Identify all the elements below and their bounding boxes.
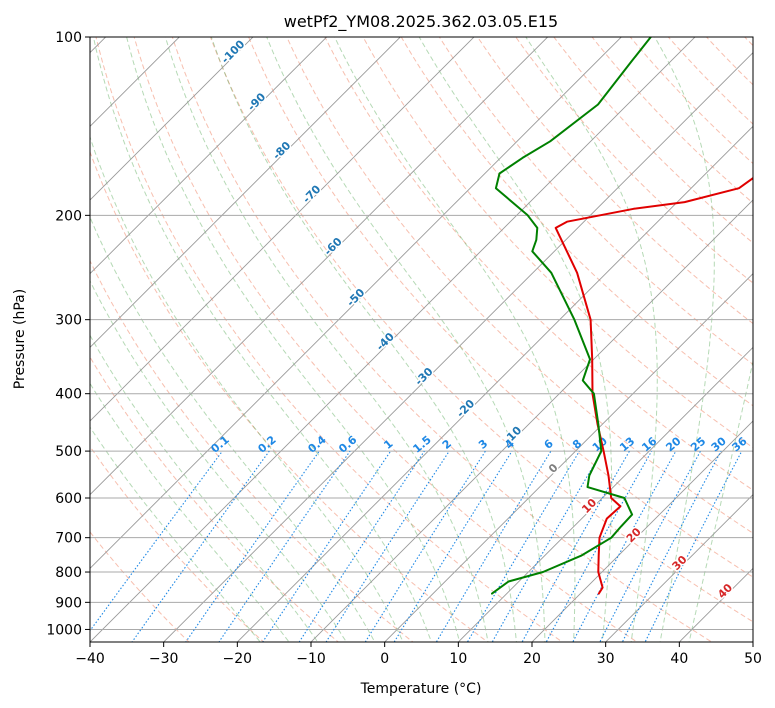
isotherm-line <box>457 346 753 642</box>
x-tick-label: −10 <box>296 651 326 667</box>
isotherms <box>90 37 753 642</box>
series-layer <box>491 37 753 595</box>
mixing-ratio-line <box>491 450 603 642</box>
dry-adiabat-line <box>133 37 638 642</box>
dry-adiabat-line <box>362 37 753 449</box>
x-axis-label: Temperature (°C) <box>360 681 482 697</box>
isotherm-line <box>90 37 475 422</box>
mixing-ratio-line <box>644 450 743 642</box>
isotherm-line <box>90 37 549 496</box>
isotherm-line <box>90 37 328 275</box>
y-tick-label: 200 <box>55 208 82 224</box>
mixing-ratio-line <box>90 450 223 632</box>
y-tick-label: 400 <box>55 387 82 403</box>
moist-adiabat-line <box>266 37 546 642</box>
mixing-ratio-line <box>325 450 450 642</box>
isotherm-line <box>90 37 622 569</box>
isotherm-line <box>236 125 753 642</box>
chart-title: wetPf2_YM08.2025.362.03.05.E15 <box>284 12 558 32</box>
dry-adiabat-line <box>171 37 713 642</box>
mixing-ratio-line <box>521 450 630 642</box>
x-tick-label: 0 <box>380 651 389 667</box>
x-tick-label: 10 <box>449 651 467 667</box>
plot-area: -100-90-80-70-60-50-40-30-20-10010203040… <box>90 37 753 642</box>
mixing-ratio-line <box>298 450 425 642</box>
isotherm-line <box>163 52 753 642</box>
mixing-ratio-line <box>599 450 701 642</box>
mixing-ratio-line <box>218 450 351 642</box>
dry-adiabats <box>90 37 753 642</box>
mixing-ratio-line <box>364 450 486 642</box>
mixing-ratio-line <box>262 450 392 642</box>
temperature-profile-line <box>554 176 753 595</box>
isotherm-line <box>90 37 696 642</box>
dry-adiabat-line <box>90 259 414 642</box>
mixing-ratio-lines <box>90 450 743 642</box>
mixing-ratio-line <box>393 450 513 642</box>
y-tick-label: 1000 <box>46 622 82 638</box>
y-tick-label: 500 <box>55 444 82 460</box>
dry-adiabat-line <box>90 356 340 642</box>
moist-adiabat-line <box>90 215 376 642</box>
x-tick-label: 40 <box>670 651 688 667</box>
dry-adiabat-line <box>95 37 564 642</box>
y-tick-label: 300 <box>55 313 82 329</box>
plot-frame <box>89 36 754 643</box>
y-axis-ticks: 1000 900 800 700 600 500 400 300 200 100 <box>46 30 90 638</box>
dry-adiabat-line <box>400 37 753 407</box>
isobars <box>90 37 753 630</box>
isotherm-line <box>90 37 254 201</box>
dewpoint-profile-line <box>491 37 652 595</box>
y-tick-label: 900 <box>55 595 82 611</box>
y-axis-label: Pressure (hPa) <box>12 289 28 389</box>
isotherm-line <box>605 494 753 642</box>
y-tick-label: 700 <box>55 531 82 547</box>
x-tick-label: −40 <box>75 651 105 667</box>
x-tick-label: 30 <box>597 651 615 667</box>
isotherm-line <box>384 273 753 642</box>
x-tick-label: 50 <box>744 651 762 667</box>
dry-adiabat-line <box>476 37 753 325</box>
mixing-ratio-line <box>621 450 722 642</box>
x-axis-ticks: −40 −30 −20 −10 0 10 20 30 40 50 <box>75 642 762 667</box>
dry-adiabat-line <box>90 150 489 642</box>
moist-adiabat-line <box>654 37 715 642</box>
dry-adiabat-line <box>438 37 753 366</box>
y-tick-label: 100 <box>55 30 82 46</box>
dry-adiabat-line <box>286 37 753 534</box>
dry-adiabat-line <box>248 37 753 578</box>
y-tick-label: 800 <box>55 565 82 581</box>
x-tick-label: −20 <box>223 651 253 667</box>
x-tick-label: 20 <box>523 651 541 667</box>
dry-adiabat-line <box>591 37 753 204</box>
dry-adiabat-line <box>515 37 753 284</box>
isotherm-line <box>531 420 753 642</box>
dry-adiabat-line <box>209 37 753 623</box>
mixing-ratio-line <box>466 450 580 642</box>
x-tick-label: −30 <box>149 651 179 667</box>
dry-adiabat-line <box>553 37 753 244</box>
isotherm-line <box>310 199 753 642</box>
isotherm-line <box>90 37 401 348</box>
dry-adiabat-line <box>324 37 753 491</box>
mixing-ratio-line <box>185 450 320 642</box>
y-tick-label: 600 <box>55 491 82 507</box>
moist-adiabat-line <box>90 334 319 642</box>
mixing-ratio-line <box>435 450 552 642</box>
